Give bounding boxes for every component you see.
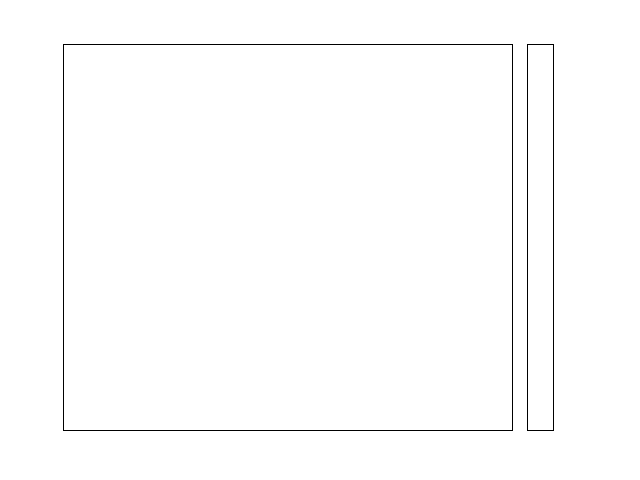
colorbar-gradient-canvas: [528, 45, 640, 195]
plot-area: [63, 44, 513, 431]
spectrogram-heatmap-canvas: [64, 45, 364, 195]
colorbar: [527, 44, 640, 431]
